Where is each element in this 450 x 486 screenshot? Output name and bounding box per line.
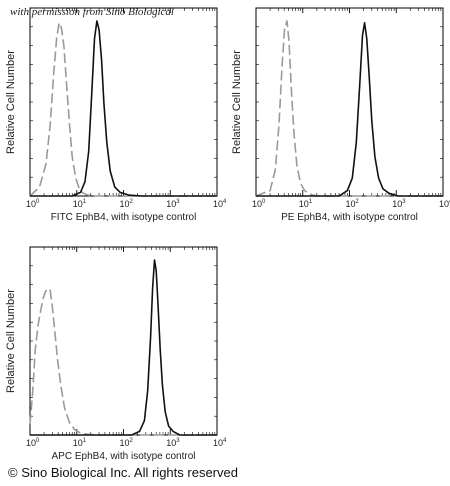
histogram-panel-3: 100 101 102 103 104 Relative Cell Number APC E… <box>5 246 227 462</box>
x-axis-label: FITC EphB4, with isotype control <box>51 212 197 223</box>
x-tick-label: 104 <box>439 199 450 209</box>
histogram-isotype-line <box>255 20 443 197</box>
watermark-text: with permission from Sino Biological <box>10 6 174 18</box>
histogram-panel-2: 100 101 102 103 104 Relative Cell Number PE Ep… <box>231 7 450 223</box>
histogram-EphB4-line <box>256 21 443 197</box>
x-tick-label: 101 <box>73 438 87 448</box>
histogram-EphB4-line <box>30 259 217 436</box>
plot-frame <box>29 246 218 436</box>
x-tick-label: 102 <box>346 199 360 209</box>
x-tick-label: 100 <box>252 199 266 209</box>
histogram-EphB4-line <box>30 20 217 197</box>
x-tick-label: 100 <box>26 438 40 448</box>
histogram-isotype-line <box>29 21 217 197</box>
x-tick-label: 103 <box>166 438 180 448</box>
plot-frame <box>29 7 218 197</box>
x-tick-label: 101 <box>73 199 87 209</box>
copyright-text: © Sino Biological Inc. All rights reserv… <box>8 465 238 480</box>
x-axis-label: PE EphB4, with isotype control <box>281 212 418 223</box>
histogram-panel-1: 100 101 102 103 104 Relative Cell Number FITC … <box>5 7 227 223</box>
y-axis-label: Relative Cell Number <box>231 50 243 154</box>
x-axis-label: APC EphB4, with isotype control <box>52 451 196 462</box>
x-tick-label: 102 <box>120 438 134 448</box>
histogram-isotype-line <box>29 287 217 436</box>
y-axis-label: Relative Cell Number <box>5 50 17 154</box>
x-tick-label: 104 <box>213 199 227 209</box>
x-tick-label: 103 <box>166 199 180 209</box>
x-tick-label: 104 <box>213 438 227 448</box>
y-axis-label: Relative Cell Number <box>5 289 17 393</box>
x-tick-label: 100 <box>26 199 40 209</box>
x-tick-label: 101 <box>299 199 313 209</box>
x-tick-label: 103 <box>392 199 406 209</box>
x-tick-label: 102 <box>120 199 134 209</box>
